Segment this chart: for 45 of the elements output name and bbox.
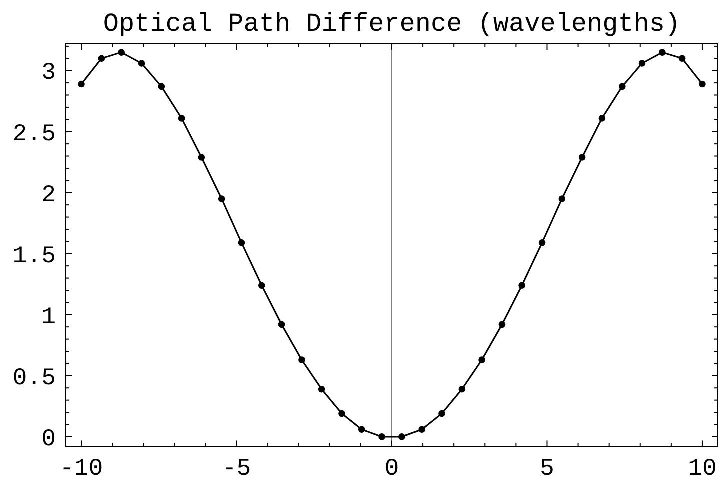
y-tick-label: 0 [42, 426, 56, 454]
x-tick-label: 10 [688, 456, 717, 480]
y-tick-label: 3 [42, 60, 56, 88]
x-tick-label: 5 [540, 456, 554, 480]
point [378, 434, 386, 440]
point [138, 60, 146, 67]
point [558, 196, 566, 202]
point [298, 356, 306, 364]
x-tick-label: 0 [384, 456, 400, 480]
point [118, 49, 125, 56]
point [358, 426, 366, 434]
y-tick-label: 2 [42, 182, 56, 210]
point [598, 115, 606, 122]
chart-title: Optical Path Difference (wavelengths) [103, 9, 681, 39]
y-tick-label: 0.5 [12, 365, 56, 392]
point [278, 321, 286, 328]
point [458, 386, 466, 393]
point [198, 154, 206, 161]
point [318, 386, 326, 393]
point [438, 410, 446, 418]
point [638, 60, 646, 67]
point [678, 55, 686, 62]
point [578, 154, 586, 161]
point [78, 80, 85, 88]
x-tick-label: -5 [222, 456, 252, 480]
point [258, 282, 266, 290]
point [98, 55, 106, 62]
y-tick-label: 2.5 [12, 121, 56, 148]
point [618, 83, 626, 90]
x-tick-label: -10 [60, 456, 104, 480]
point [398, 434, 406, 440]
point [238, 240, 246, 246]
y-tick-label: 1 [42, 304, 56, 332]
point [418, 426, 426, 434]
point [538, 240, 546, 246]
point [699, 80, 706, 88]
y-tick-label: 1.5 [12, 243, 56, 270]
point [498, 321, 506, 328]
point [178, 115, 186, 122]
point [338, 410, 346, 418]
point [659, 49, 666, 56]
point [478, 356, 486, 364]
point [218, 196, 226, 202]
point [158, 83, 166, 90]
point [518, 282, 526, 290]
